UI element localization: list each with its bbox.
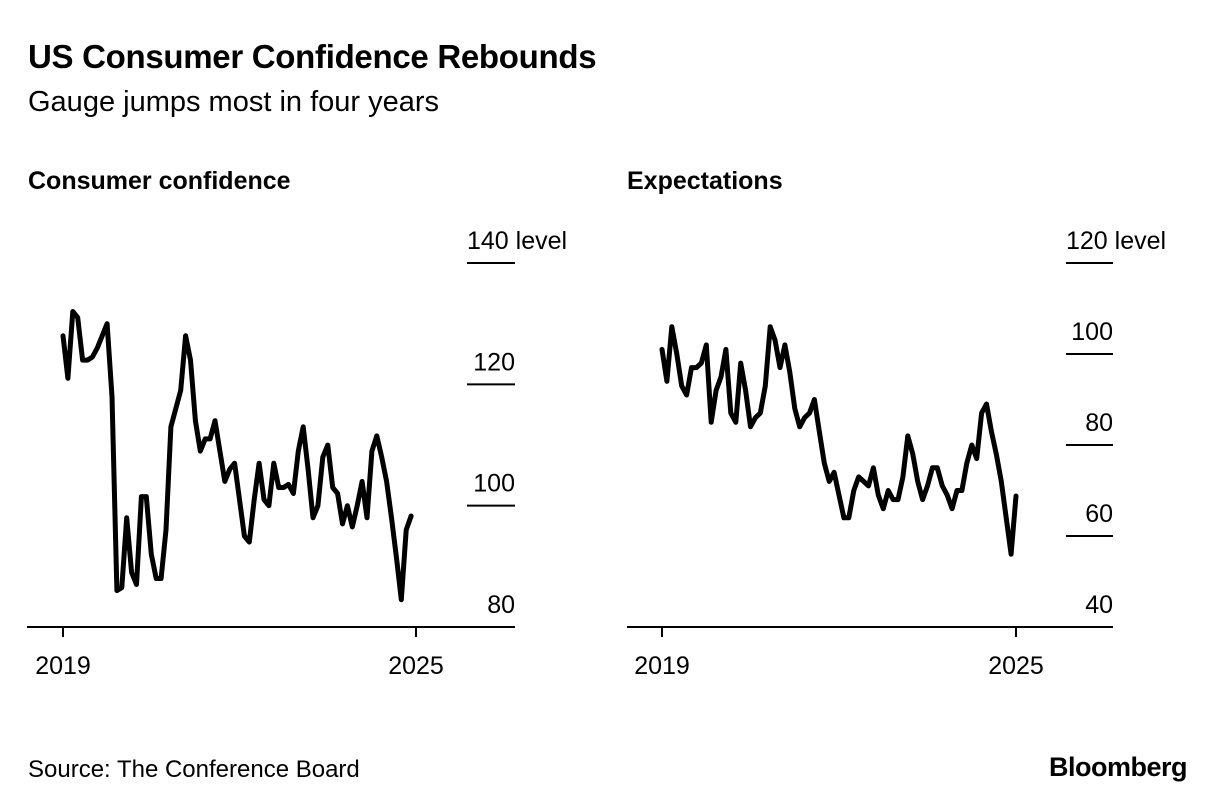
source-note: Source: The Conference Board (28, 756, 360, 783)
y-tick-label: 100 (473, 470, 515, 498)
chart-title: US Consumer Confidence Rebounds (28, 38, 597, 75)
y-tick-label: 40 (1085, 591, 1113, 619)
y-tick-label: 80 (1085, 409, 1113, 437)
y-tick-label: 120 level (1066, 227, 1166, 255)
bloomberg-logo: Bloomberg (1048, 752, 1188, 782)
y-tick-label: 140 level (467, 227, 567, 255)
x-tick-label: 2019 (35, 652, 91, 680)
y-tick-label: 80 (487, 591, 515, 619)
x-tick-label: 2025 (988, 652, 1044, 680)
panel-title-consumer-confidence: Consumer confidence (28, 167, 291, 195)
x-tick-label: 2019 (634, 652, 690, 680)
chart-subtitle: Gauge jumps most in four years (28, 86, 440, 118)
panel-title-expectations: Expectations (627, 167, 783, 195)
y-tick-label: 60 (1085, 500, 1113, 528)
y-tick-label: 120 (473, 348, 515, 376)
series-line (659, 324, 1019, 557)
y-tick-label: 100 (1071, 318, 1113, 346)
series-line (60, 309, 414, 603)
x-tick-label: 2025 (388, 652, 444, 680)
